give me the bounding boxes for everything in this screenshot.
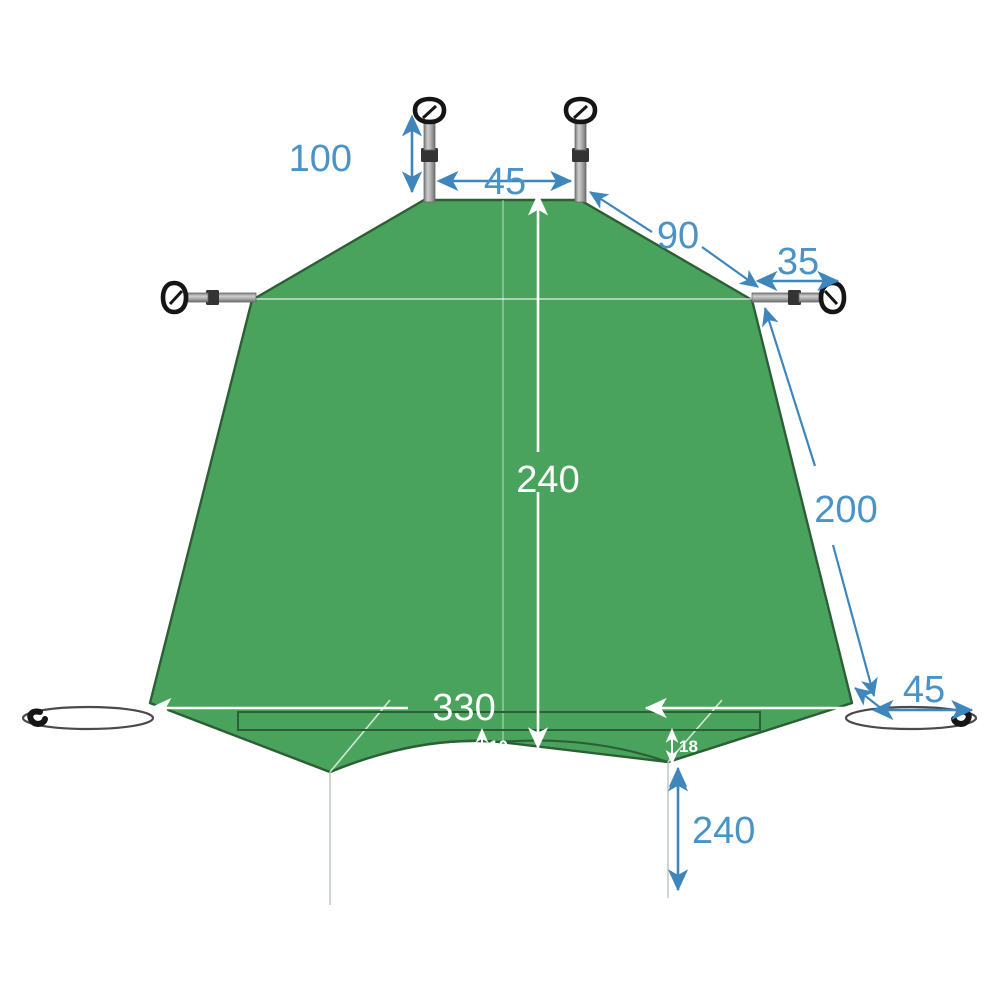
dimension-corner-loop-width: 45 [854,669,974,721]
dimension-right-side-edge: 200 [762,306,878,698]
extension-guide-lines [329,762,669,905]
tarp-fabric-body [148,198,854,774]
dimension-bottom-drop: 240 [667,769,755,892]
bottom-hem-band [237,711,761,731]
dimension-label-200: 200 [814,489,877,531]
dimension-top-strap-height: 100 [289,114,423,194]
dimension-label-240-bottom: 240 [692,810,755,852]
dimension-base-width: 330 [149,687,848,729]
dimension-top-strap-spacing: 45 [436,161,573,203]
dimension-label-10: 10 [489,737,508,756]
dimension-hem-depth-right: 18 [665,728,698,765]
dimension-label-100: 100 [289,138,352,180]
dimension-label-330: 330 [432,687,495,729]
dimension-label-18: 18 [679,737,698,756]
dimension-label-45-corner: 45 [903,669,945,711]
carabiner-side-left [160,280,257,315]
dimension-centre-height: 240 [516,193,580,750]
elastic-loop-left [21,705,155,731]
dimension-label-35: 35 [777,241,819,283]
dimension-label-45-top: 45 [484,161,526,203]
carabiner-side-right [751,280,847,315]
dimension-side-strap-length: 35 [755,241,840,292]
dimension-hem-depth-left: 10 [475,728,508,757]
dimension-label-90: 90 [657,215,699,257]
carabiner-top-right [563,96,598,203]
dimension-upper-diagonal-edge: 90 [589,191,759,288]
dimension-label-240-centre: 240 [516,459,579,501]
carabiner-top-left [412,96,447,203]
